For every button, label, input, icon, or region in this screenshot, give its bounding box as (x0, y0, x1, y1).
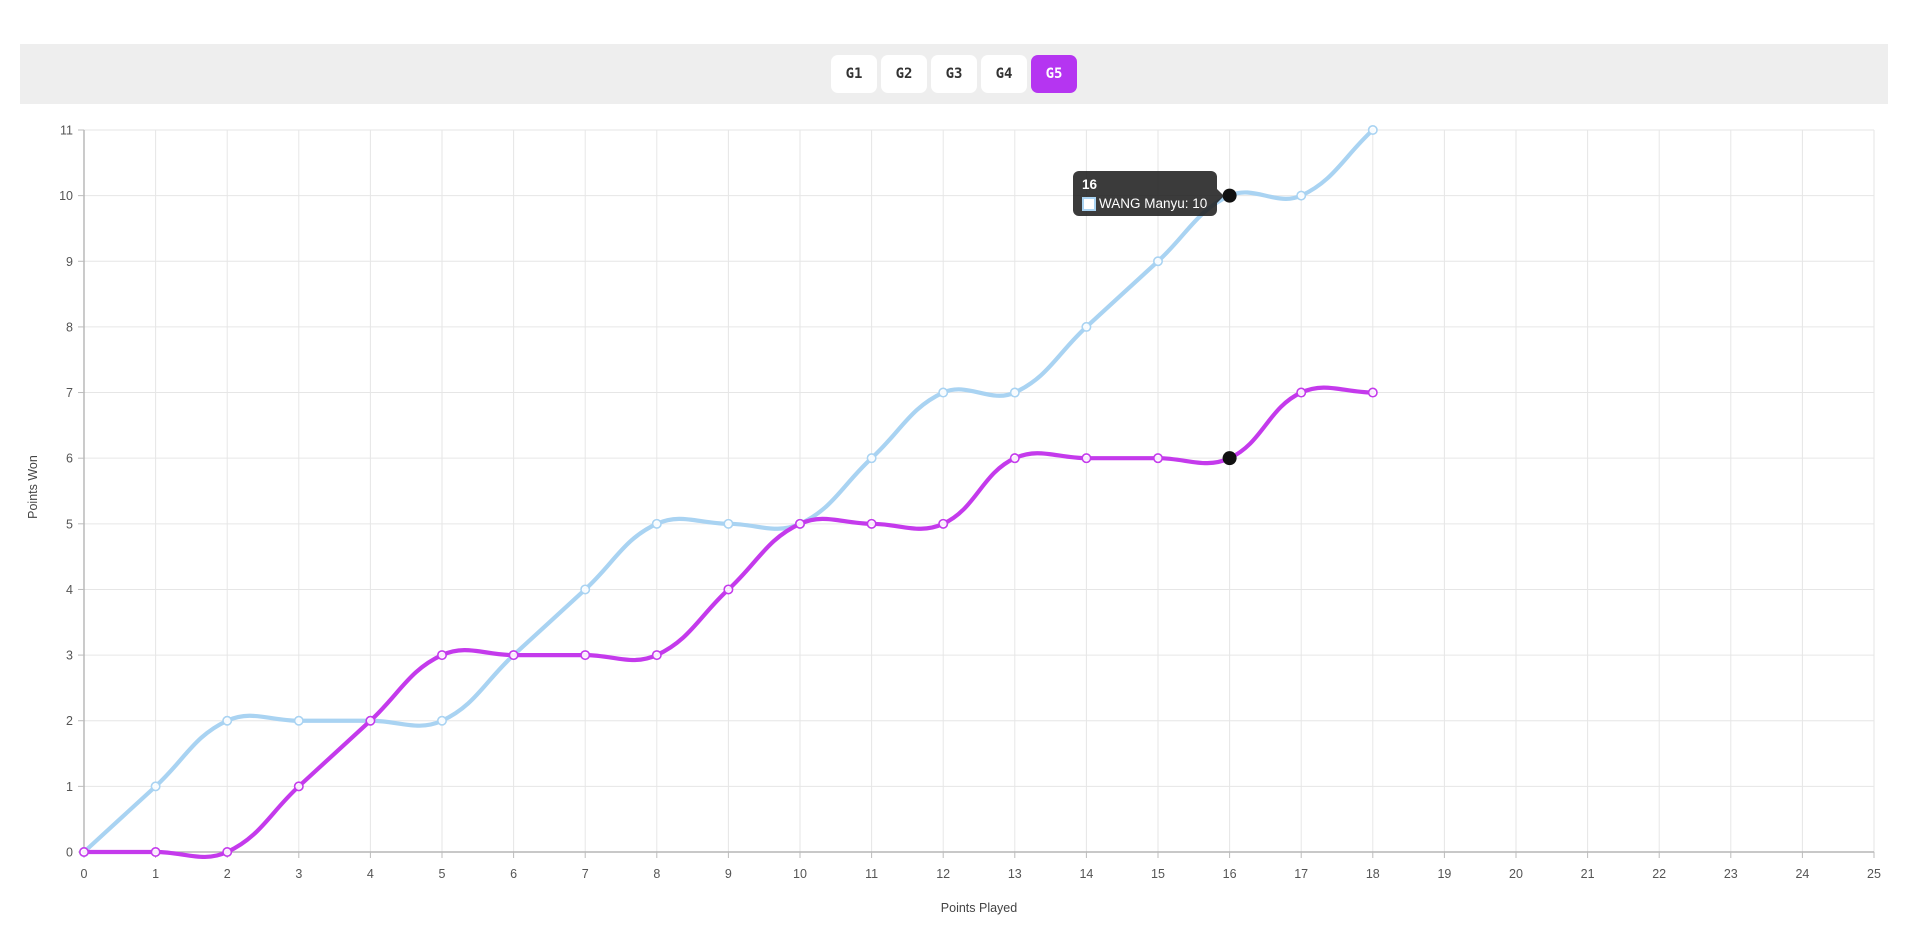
tooltip-series-swatch (1082, 196, 1096, 211)
data-point-wang-manyu[interactable] (1081, 321, 1092, 332)
tooltip-caret (1217, 189, 1225, 203)
data-point-series-2[interactable] (508, 650, 519, 661)
x-tick-label: 15 (1151, 867, 1165, 881)
game-tab-g2[interactable]: G2 (881, 55, 927, 93)
y-tick-label: 5 (66, 517, 73, 531)
x-tick-label: 14 (1079, 867, 1093, 881)
data-point-series-2[interactable] (436, 650, 447, 661)
data-point-wang-manyu[interactable] (1296, 190, 1307, 201)
y-axis-title: Points Won (26, 455, 40, 519)
game-tab-g1[interactable]: G1 (831, 55, 877, 93)
y-tick-label: 8 (66, 320, 73, 334)
x-tick-label: 11 (865, 867, 878, 881)
x-tick-label: 22 (1652, 867, 1666, 881)
data-point-wang-manyu[interactable] (723, 518, 734, 529)
data-point-series-2[interactable] (293, 781, 304, 792)
data-point-wang-manyu[interactable] (150, 781, 161, 792)
x-tick-label: 13 (1008, 867, 1022, 881)
data-point-wang-manyu[interactable] (938, 387, 949, 398)
data-point-series-2[interactable] (1153, 453, 1164, 464)
x-tick-label: 19 (1437, 867, 1451, 881)
x-tick-label: 0 (81, 867, 88, 881)
x-tick-label: 7 (582, 867, 589, 881)
hover-point[interactable] (1222, 451, 1237, 466)
x-tick-label: 20 (1509, 867, 1523, 881)
data-point-series-2[interactable] (1296, 387, 1307, 398)
chart-tooltip: 16 WANG Manyu: 10 (1073, 171, 1225, 216)
x-tick-label: 5 (439, 867, 446, 881)
y-tick-label: 1 (66, 780, 73, 794)
game-tab-g4[interactable]: G4 (981, 55, 1027, 93)
x-tick-label: 16 (1223, 867, 1237, 881)
x-tick-label: 3 (295, 867, 302, 881)
data-point-series-2[interactable] (365, 715, 376, 726)
data-point-series-2[interactable] (1009, 453, 1020, 464)
data-point-wang-manyu[interactable] (1009, 387, 1020, 398)
y-tick-label: 6 (66, 452, 73, 466)
x-tick-label: 24 (1795, 867, 1809, 881)
game-tab-row: G1 G2 G3 G4 G5 (831, 55, 1077, 93)
data-point-wang-manyu[interactable] (1153, 256, 1164, 267)
data-point-wang-manyu[interactable] (1367, 125, 1378, 136)
data-point-wang-manyu[interactable] (580, 584, 591, 595)
tooltip-series-value: WANG Manyu: 10 (1099, 196, 1208, 211)
x-tick-label: 21 (1581, 867, 1595, 881)
x-tick-label: 1 (152, 867, 159, 881)
data-point-series-2[interactable] (222, 846, 233, 857)
x-tick-label: 25 (1867, 867, 1881, 881)
x-tick-label: 6 (510, 867, 517, 881)
y-tick-label: 11 (60, 124, 73, 138)
y-tick-label: 0 (66, 846, 73, 860)
data-point-series-2[interactable] (580, 650, 591, 661)
data-point-wang-manyu[interactable] (436, 715, 447, 726)
x-tick-label: 4 (367, 867, 374, 881)
game-selector-bar: G1 G2 G3 G4 G5 (20, 44, 1888, 104)
y-tick-label: 7 (66, 386, 73, 400)
y-tick-label: 2 (66, 714, 73, 728)
data-point-series-2[interactable] (723, 584, 734, 595)
data-point-series-2[interactable] (1081, 453, 1092, 464)
y-tick-label: 4 (66, 583, 73, 597)
data-point-series-2[interactable] (794, 518, 805, 529)
data-point-wang-manyu[interactable] (651, 518, 662, 529)
x-tick-label: 12 (936, 867, 950, 881)
x-tick-label: 23 (1724, 867, 1738, 881)
tooltip-x-value: 16 (1082, 177, 1098, 192)
y-tick-label: 10 (59, 189, 73, 203)
hover-point[interactable] (1222, 188, 1237, 203)
data-point-series-2[interactable] (866, 518, 877, 529)
x-tick-label: 9 (725, 867, 732, 881)
y-tick-label: 9 (66, 255, 73, 269)
game-tab-g5[interactable]: G5 (1031, 55, 1077, 93)
data-point-wang-manyu[interactable] (222, 715, 233, 726)
x-tick-label: 17 (1294, 867, 1308, 881)
data-point-wang-manyu[interactable] (293, 715, 304, 726)
x-tick-label: 10 (793, 867, 807, 881)
data-point-series-2[interactable] (150, 846, 161, 857)
data-point-wang-manyu[interactable] (866, 453, 877, 464)
data-point-series-2[interactable] (79, 846, 90, 857)
x-tick-label: 18 (1366, 867, 1380, 881)
data-point-series-2[interactable] (938, 518, 949, 529)
y-tick-label: 3 (66, 649, 73, 663)
x-tick-label: 8 (653, 867, 660, 881)
x-tick-label: 2 (224, 867, 231, 881)
x-axis-title: Points Played (940, 901, 1018, 915)
data-point-series-2[interactable] (1367, 387, 1378, 398)
data-point-series-2[interactable] (651, 650, 662, 661)
game-tab-g3[interactable]: G3 (931, 55, 977, 93)
